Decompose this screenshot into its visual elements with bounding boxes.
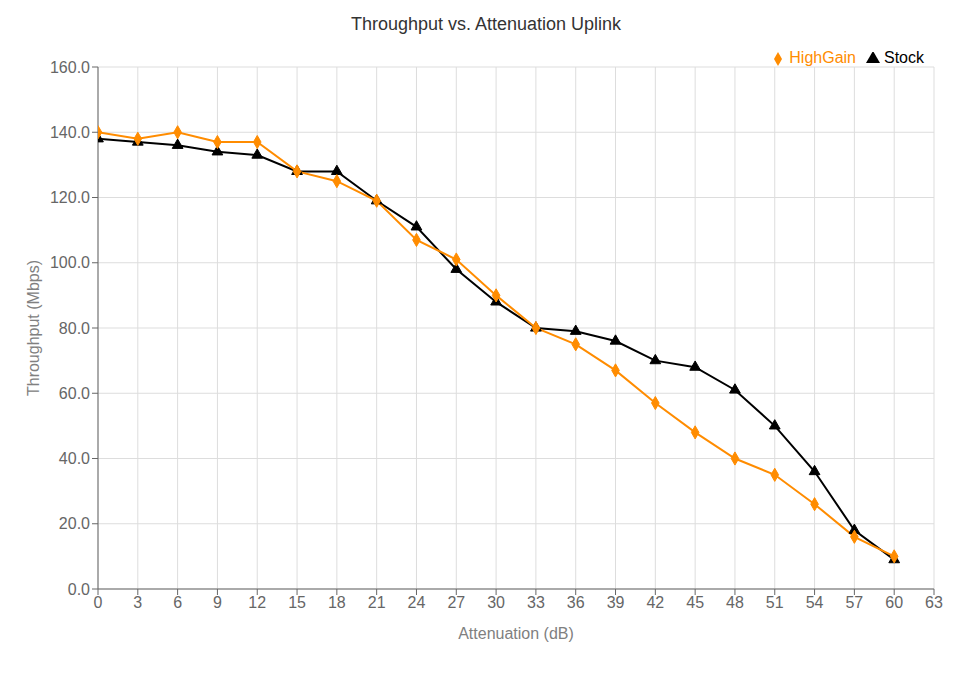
svg-text:0: 0 bbox=[94, 594, 103, 611]
svg-text:57: 57 bbox=[845, 594, 863, 611]
html-text:HighGain: HighGain bbox=[789, 49, 856, 66]
svg-text:33: 33 bbox=[527, 594, 545, 611]
html-text:Stock: Stock bbox=[884, 49, 924, 66]
svg-text:Attenuation (dB): Attenuation (dB) bbox=[458, 625, 574, 642]
html-text:Throughput vs. Attenuation Upl: Throughput vs. Attenuation Uplink bbox=[350, 14, 622, 34]
svg-text:140.0: 140.0 bbox=[50, 124, 90, 141]
svg-text:36: 36 bbox=[567, 594, 585, 611]
svg-text:63: 63 bbox=[925, 594, 943, 611]
svg-text:60.0: 60.0 bbox=[59, 385, 90, 402]
svg-text:51: 51 bbox=[766, 594, 784, 611]
svg-text:48: 48 bbox=[726, 594, 744, 611]
svg-text:27: 27 bbox=[447, 594, 465, 611]
svg-text:160.0: 160.0 bbox=[50, 59, 90, 76]
svg-text:42: 42 bbox=[646, 594, 664, 611]
svg-text:80.0: 80.0 bbox=[59, 320, 90, 337]
svg-text:120.0: 120.0 bbox=[50, 189, 90, 206]
svg-text:Throughput (Mbps): Throughput (Mbps) bbox=[25, 260, 42, 396]
svg-text:15: 15 bbox=[288, 594, 306, 611]
svg-text:21: 21 bbox=[368, 594, 386, 611]
svg-text:45: 45 bbox=[686, 594, 704, 611]
svg-text:20.0: 20.0 bbox=[59, 515, 90, 532]
svg-text:12: 12 bbox=[248, 594, 266, 611]
svg-text:54: 54 bbox=[806, 594, 824, 611]
svg-text:6: 6 bbox=[173, 594, 182, 611]
svg-text:9: 9 bbox=[213, 594, 222, 611]
svg-text:30: 30 bbox=[487, 594, 505, 611]
svg-text:39: 39 bbox=[607, 594, 625, 611]
svg-text:40.0: 40.0 bbox=[59, 450, 90, 467]
svg-text:3: 3 bbox=[133, 594, 142, 611]
svg-text:0.0: 0.0 bbox=[68, 581, 90, 598]
svg-text:18: 18 bbox=[328, 594, 346, 611]
svg-text:24: 24 bbox=[408, 594, 426, 611]
svg-text:100.0: 100.0 bbox=[50, 254, 90, 271]
svg-text:60: 60 bbox=[885, 594, 903, 611]
